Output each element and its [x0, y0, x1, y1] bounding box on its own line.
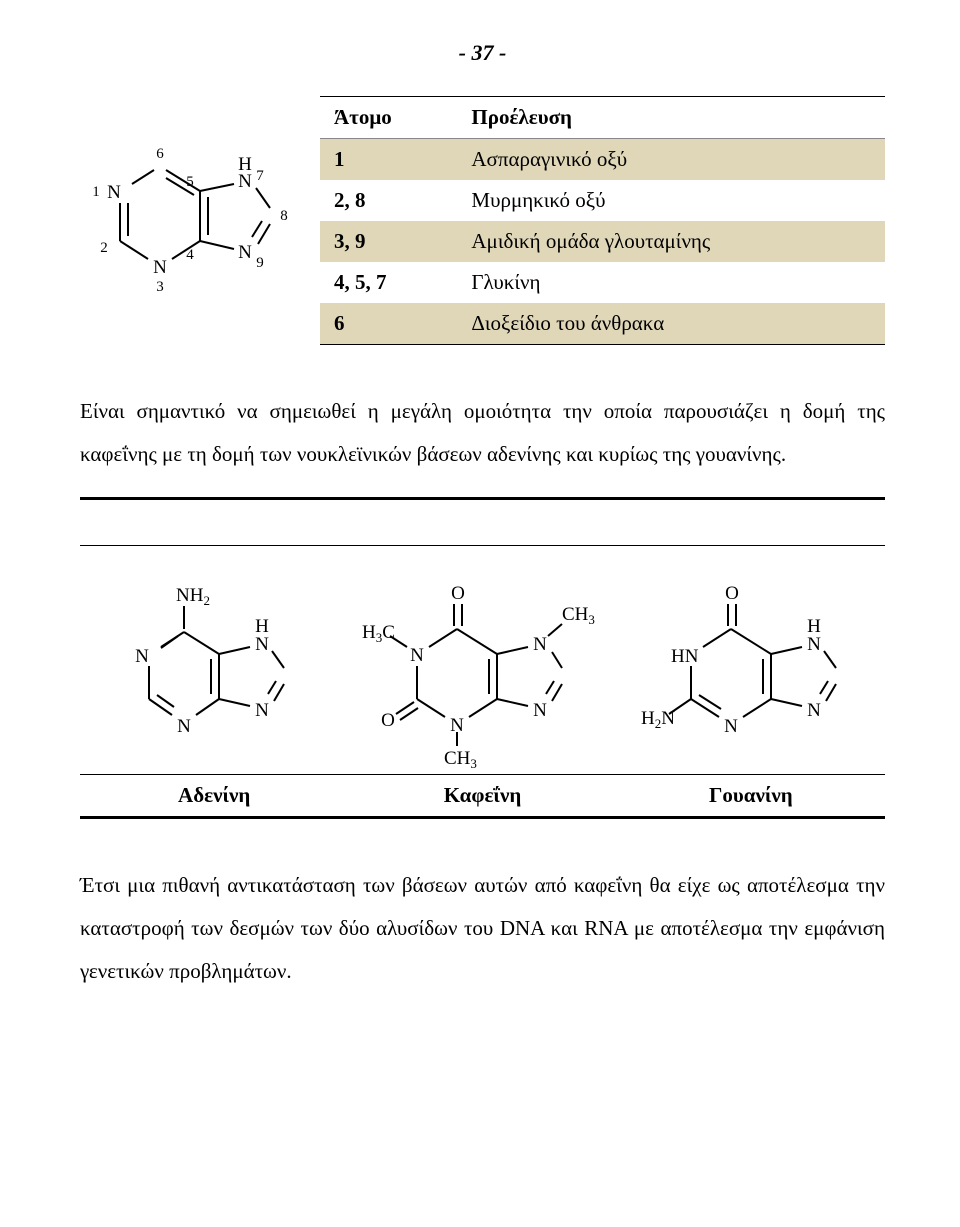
- paragraph-substitution: Έτσι μια πιθανή αντικατάσταση των βάσεων…: [80, 864, 885, 993]
- caf-o-left: O: [382, 710, 396, 731]
- cell-atom: 6: [320, 303, 457, 345]
- num-9: 9: [256, 255, 264, 271]
- num-5: 5: [186, 174, 194, 190]
- table-row: 4, 5, 7Γλυκίνη: [320, 262, 885, 303]
- top-row: N N N N H 1 2 3 4 5 6 7 8 9 Άτομο: [80, 96, 885, 345]
- gua-n7: N: [807, 634, 821, 655]
- table-row: 6Διοξείδιο του άνθρακα: [320, 303, 885, 345]
- gua-n7h: H: [807, 616, 821, 637]
- caf-n3: N: [451, 715, 465, 736]
- caption-caffeine: Καφεΐνη: [348, 775, 616, 816]
- atom-n1: N: [107, 182, 121, 203]
- gua-o: O: [725, 583, 739, 604]
- aden-n3: N: [177, 716, 191, 737]
- caf-h3c-left: H3C: [362, 622, 395, 645]
- header-atom: Άτομο: [320, 97, 457, 139]
- gua-n9: N: [807, 700, 821, 721]
- caf-n9: N: [534, 700, 548, 721]
- num-2: 2: [100, 240, 108, 256]
- page-number: - 37 -: [459, 40, 507, 65]
- table-row: 2, 8Μυρμηκικό οξύ: [320, 180, 885, 221]
- table-row: 3, 9Αμιδική ομάδα γλουταμίνης: [320, 221, 885, 262]
- caf-n1: N: [411, 645, 425, 666]
- caffeine-structure: N N N N O O H3C CH3 CH3: [348, 564, 616, 764]
- num-7: 7: [256, 168, 264, 184]
- header-source: Προέλευση: [457, 97, 885, 139]
- structures-top-rule: [80, 497, 885, 500]
- caf-ch3-bottom: CH3: [444, 748, 477, 771]
- origin-table: Άτομο Προέλευση 1Ασπαραγινικό οξύ2, 8Μυρ…: [320, 96, 885, 345]
- page-number-wrap: - 37 -: [80, 40, 885, 66]
- cell-atom: 2, 8: [320, 180, 457, 221]
- gua-hn: HN: [671, 646, 699, 667]
- paragraph-similarity: Είναι σημαντικό να σημειωθεί η μεγάλη ομ…: [80, 390, 885, 476]
- cell-source: Αμιδική ομάδα γλουταμίνης: [457, 221, 885, 262]
- cell-source: Διοξείδιο του άνθρακα: [457, 303, 885, 345]
- atom-n7-h: H: [238, 154, 252, 175]
- cell-atom: 3, 9: [320, 221, 457, 262]
- aden-n7h: H: [255, 616, 269, 637]
- caf-n7: N: [534, 634, 548, 655]
- table-header-row: Άτομο Προέλευση: [320, 97, 885, 139]
- aden-n1: N: [135, 646, 149, 667]
- num-3: 3: [156, 279, 164, 295]
- aden-nh2: NH2: [176, 585, 210, 608]
- purine-structure: N N N N H 1 2 3 4 5 6 7 8 9: [80, 136, 300, 326]
- page: - 37 -: [0, 0, 960, 1227]
- num-4: 4: [186, 247, 194, 263]
- cell-atom: 4, 5, 7: [320, 262, 457, 303]
- caption-adenine: Αδενίνη: [80, 775, 348, 816]
- cell-atom: 1: [320, 139, 457, 181]
- aden-n9: N: [255, 700, 269, 721]
- atom-n9: N: [238, 242, 252, 263]
- num-6: 6: [156, 146, 164, 162]
- captions-row: Αδενίνη Καφεΐνη Γουανίνη: [80, 774, 885, 819]
- guanine-structure: HN N N H N O H2N: [617, 574, 885, 754]
- structures-row: N N N H N NH2: [80, 546, 885, 774]
- cell-source: Γλυκίνη: [457, 262, 885, 303]
- cell-source: Ασπαραγινικό οξύ: [457, 139, 885, 181]
- aden-n7: N: [255, 634, 269, 655]
- cell-source: Μυρμηκικό οξύ: [457, 180, 885, 221]
- caf-o-top: O: [452, 583, 466, 604]
- gua-n3: N: [724, 716, 738, 737]
- caf-ch3-top: CH3: [562, 604, 595, 627]
- structures-block: N N N H N NH2: [80, 545, 885, 819]
- num-1: 1: [92, 184, 100, 200]
- num-8: 8: [280, 208, 288, 224]
- gua-h2n: H2N: [641, 708, 675, 731]
- table-row: 1Ασπαραγινικό οξύ: [320, 139, 885, 181]
- atom-n3: N: [153, 257, 167, 278]
- caption-guanine: Γουανίνη: [617, 775, 885, 816]
- adenine-structure: N N N H N NH2: [80, 574, 348, 754]
- structures-block-outer: N N N H N NH2: [80, 497, 885, 819]
